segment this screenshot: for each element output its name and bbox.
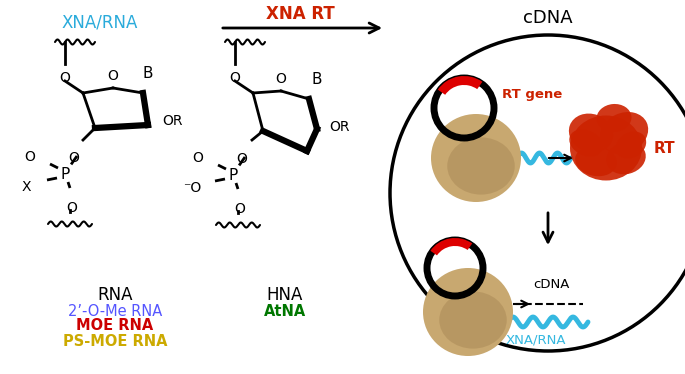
Text: MOE RNA: MOE RNA <box>76 319 153 334</box>
Text: P: P <box>228 168 238 183</box>
Text: O: O <box>108 69 119 83</box>
Text: O: O <box>234 202 245 216</box>
Ellipse shape <box>606 142 646 174</box>
Text: cDNA: cDNA <box>523 9 573 27</box>
Text: 2’-O-Me RNA: 2’-O-Me RNA <box>68 303 162 319</box>
Text: AtNA: AtNA <box>264 303 306 319</box>
Text: O: O <box>192 151 203 165</box>
Ellipse shape <box>600 112 648 154</box>
Wedge shape <box>438 76 482 95</box>
Text: ⁻O: ⁻O <box>183 181 201 195</box>
Text: O: O <box>60 71 71 85</box>
Text: B: B <box>142 66 153 81</box>
Text: P: P <box>60 166 70 181</box>
Text: OR: OR <box>162 114 182 128</box>
Ellipse shape <box>597 104 632 132</box>
Ellipse shape <box>575 146 617 176</box>
Ellipse shape <box>431 114 521 202</box>
Text: O: O <box>275 72 286 86</box>
Ellipse shape <box>423 268 513 356</box>
Text: RT gene: RT gene <box>502 88 562 101</box>
Text: O: O <box>68 151 79 165</box>
Ellipse shape <box>447 137 514 194</box>
Ellipse shape <box>439 291 507 349</box>
Text: O: O <box>24 150 35 164</box>
Ellipse shape <box>570 116 642 181</box>
Text: RT: RT <box>654 141 675 156</box>
Text: X: X <box>21 180 31 194</box>
Ellipse shape <box>616 132 646 159</box>
Text: B: B <box>312 72 322 87</box>
Text: HNA: HNA <box>267 286 303 304</box>
Wedge shape <box>430 238 472 255</box>
Text: O: O <box>236 152 247 166</box>
Text: PS-MOE RNA: PS-MOE RNA <box>63 334 167 349</box>
Text: OR: OR <box>329 120 349 134</box>
Text: O: O <box>229 71 240 85</box>
Text: RNA: RNA <box>97 286 133 304</box>
Text: XNA/RNA: XNA/RNA <box>62 13 138 31</box>
Text: XNA/RNA: XNA/RNA <box>506 334 566 346</box>
Text: O: O <box>66 201 77 215</box>
Text: XNA RT: XNA RT <box>266 5 334 23</box>
Ellipse shape <box>569 129 603 157</box>
Ellipse shape <box>569 114 613 153</box>
Text: cDNA: cDNA <box>533 278 569 291</box>
